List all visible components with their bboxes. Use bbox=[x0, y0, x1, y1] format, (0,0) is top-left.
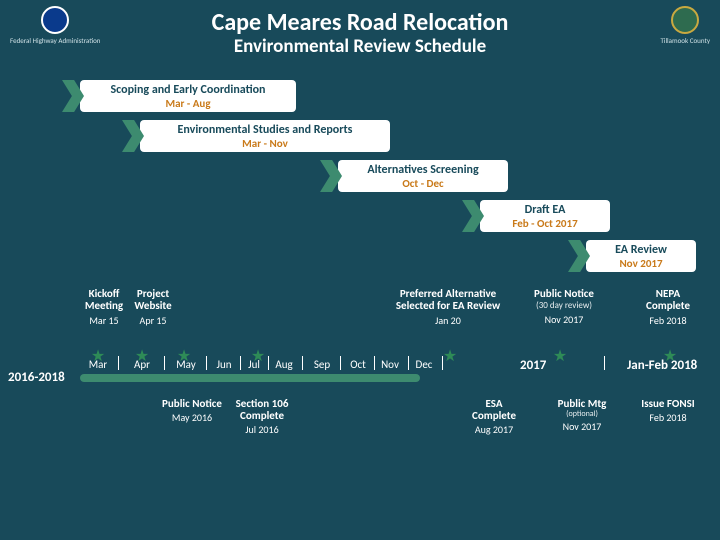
month-divider bbox=[408, 356, 409, 370]
logo-left-caption: Federal Highway Administration bbox=[10, 36, 100, 45]
event-line1: Public Notice bbox=[504, 288, 624, 300]
event-bottom: Section 106CompleteJul 2016 bbox=[202, 398, 322, 436]
event-date: Jul 2016 bbox=[202, 423, 322, 436]
phase-date: Feb - Oct 2017 bbox=[512, 217, 577, 230]
page-subtitle: Environmental Review Schedule bbox=[0, 35, 720, 58]
phase-date: Nov 2017 bbox=[619, 257, 662, 270]
event-date: Apr 15 bbox=[93, 314, 213, 327]
header: Federal Highway Administration Cape Mear… bbox=[0, 0, 720, 62]
phases-cascade: Scoping and Early CoordinationMar - Aug E… bbox=[0, 80, 720, 290]
phase-label: Environmental Studies and Reports bbox=[178, 123, 353, 137]
phase-date: Mar - Aug bbox=[165, 97, 210, 110]
month-divider bbox=[268, 356, 269, 370]
event-line2: Website bbox=[93, 300, 213, 312]
logo-left: Federal Highway Administration bbox=[10, 6, 100, 45]
phase-box: EA ReviewNov 2017 bbox=[568, 240, 696, 272]
month-divider bbox=[206, 356, 207, 370]
event-top: Public Notice(30 day review) Nov 2017 bbox=[504, 288, 624, 326]
logo-right: Tillamook County bbox=[660, 6, 710, 45]
event-line2: Complete bbox=[608, 300, 720, 312]
month-divider bbox=[240, 356, 241, 370]
event-bottom: Issue FONSIFeb 2018 bbox=[608, 398, 720, 424]
event-top: NEPACompleteFeb 2018 bbox=[608, 288, 720, 327]
event-date: Nov 2017 bbox=[504, 313, 624, 326]
month-divider bbox=[302, 356, 303, 370]
logo-right-caption: Tillamook County bbox=[660, 36, 710, 45]
events-above-timeline: KickoffMeetingMar 15ProjectWebsiteApr 15… bbox=[0, 288, 720, 352]
phase-date: Mar - Nov bbox=[242, 137, 288, 150]
phase-box: Draft EAFeb - Oct 2017 bbox=[462, 200, 610, 232]
month-divider bbox=[164, 356, 165, 370]
page-title: Cape Meares Road Relocation bbox=[0, 8, 720, 37]
phase-box: Scoping and Early CoordinationMar - Aug bbox=[62, 80, 296, 112]
year-range: 2016-2018 bbox=[0, 370, 72, 385]
phase-label: EA Review bbox=[615, 243, 667, 257]
fhwa-logo-icon bbox=[41, 6, 69, 34]
county-logo-icon bbox=[671, 6, 699, 34]
phase-label: Draft EA bbox=[525, 203, 566, 217]
timeline-bar bbox=[80, 374, 420, 382]
phase-label: Alternatives Screening bbox=[367, 163, 478, 177]
timeline-row: 2016-2018 bbox=[0, 370, 720, 385]
event-line2: Complete bbox=[202, 410, 322, 422]
event-date: Feb 2018 bbox=[608, 314, 720, 327]
month-divider bbox=[118, 356, 119, 370]
event-line1: Issue FONSI bbox=[608, 398, 720, 410]
phase-label: Scoping and Early Coordination bbox=[111, 83, 266, 97]
event-date: Feb 2018 bbox=[608, 411, 720, 424]
month-divider bbox=[442, 356, 443, 370]
phase-date: Oct - Dec bbox=[402, 177, 443, 190]
event-line2: Selected for EA Review bbox=[388, 300, 508, 312]
month-divider bbox=[374, 356, 375, 370]
event-top: ProjectWebsiteApr 15 bbox=[93, 288, 213, 327]
phase-box: Alternatives ScreeningOct - Dec bbox=[320, 160, 508, 192]
phase-box: Environmental Studies and ReportsMar - N… bbox=[122, 120, 390, 152]
month-divider bbox=[340, 356, 341, 370]
event-top: Preferred AlternativeSelected for EA Rev… bbox=[388, 288, 508, 327]
event-subtext: (30 day review) bbox=[504, 301, 624, 311]
year-divider bbox=[604, 356, 605, 370]
event-date: Jan 20 bbox=[388, 314, 508, 327]
